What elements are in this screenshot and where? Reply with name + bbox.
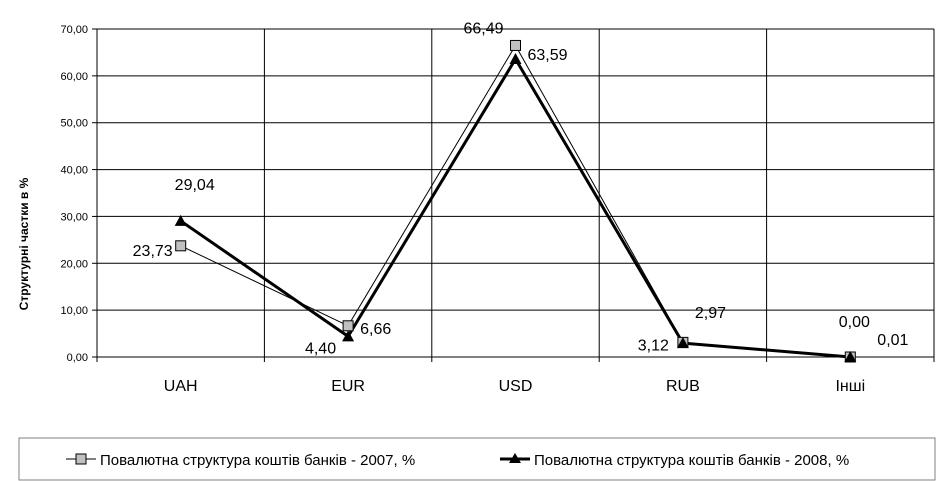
y-tick-label: 70,00: [60, 24, 88, 36]
data-label-2007: 23,73: [133, 243, 173, 260]
y-axis-ticks: 0,00 10,00 20,00 30,00 40,00 50,00 60,00 70,00: [60, 24, 88, 364]
data-label-2008: 63,59: [528, 47, 568, 64]
data-label-2008: 29,04: [175, 177, 215, 194]
y-tick-label: 60,00: [60, 71, 88, 83]
y-tick-label: 50,00: [60, 118, 88, 130]
data-label-2007: 0,00: [839, 314, 870, 331]
legend-box: [18, 437, 936, 481]
x-axis-categories: UAH EUR USD RUB Інші: [164, 378, 865, 395]
legend-marker-2007: [75, 453, 87, 465]
y-tick-label: 30,00: [60, 211, 88, 223]
point-2008: [844, 350, 857, 362]
point-2008: [509, 53, 522, 65]
series-group: [174, 39, 857, 363]
x-category-label: USD: [499, 378, 533, 395]
y-tick-label: 10,00: [60, 305, 88, 317]
point-2008: [174, 214, 187, 226]
point-2007: [510, 39, 521, 51]
data-labels: 23,73 6,66 66,49 3,12 0,00 29,04 4,40 63,59 2,97…: [133, 20, 909, 357]
x-category-label: RUB: [666, 378, 700, 395]
y-tick-label: 40,00: [60, 165, 88, 177]
y-tick-label: 0,00: [67, 352, 88, 364]
legend-marker-2008: [509, 453, 521, 463]
legend: Повалютна структура коштів банків - 2007…: [18, 437, 936, 481]
y-tick-label: 20,00: [60, 258, 88, 270]
point-2007: [342, 320, 354, 332]
data-label-2007: 6,66: [360, 321, 391, 338]
legend-label-2007: Повалютна структура коштів банків - 2007…: [100, 452, 415, 469]
legend-label-2008: Повалютна структура коштів банків - 2008…: [534, 452, 849, 469]
plot-area: [97, 29, 934, 357]
data-label-2008: 2,97: [695, 305, 726, 322]
data-label-2007: 3,12: [638, 337, 669, 354]
point-2008: [676, 337, 689, 349]
point-2007: [175, 240, 187, 252]
data-label-2008: 4,40: [305, 340, 336, 357]
point-2008: [342, 330, 355, 342]
x-category-label: UAH: [164, 378, 198, 395]
x-category-label: Інші: [835, 378, 865, 395]
x-category-label: EUR: [331, 378, 365, 395]
data-label-2008: 0,01: [877, 332, 908, 349]
data-label-2007: 66,49: [463, 20, 503, 37]
gridlines: [92, 28, 935, 362]
y-axis-label: Структурні частки в %: [17, 177, 31, 310]
